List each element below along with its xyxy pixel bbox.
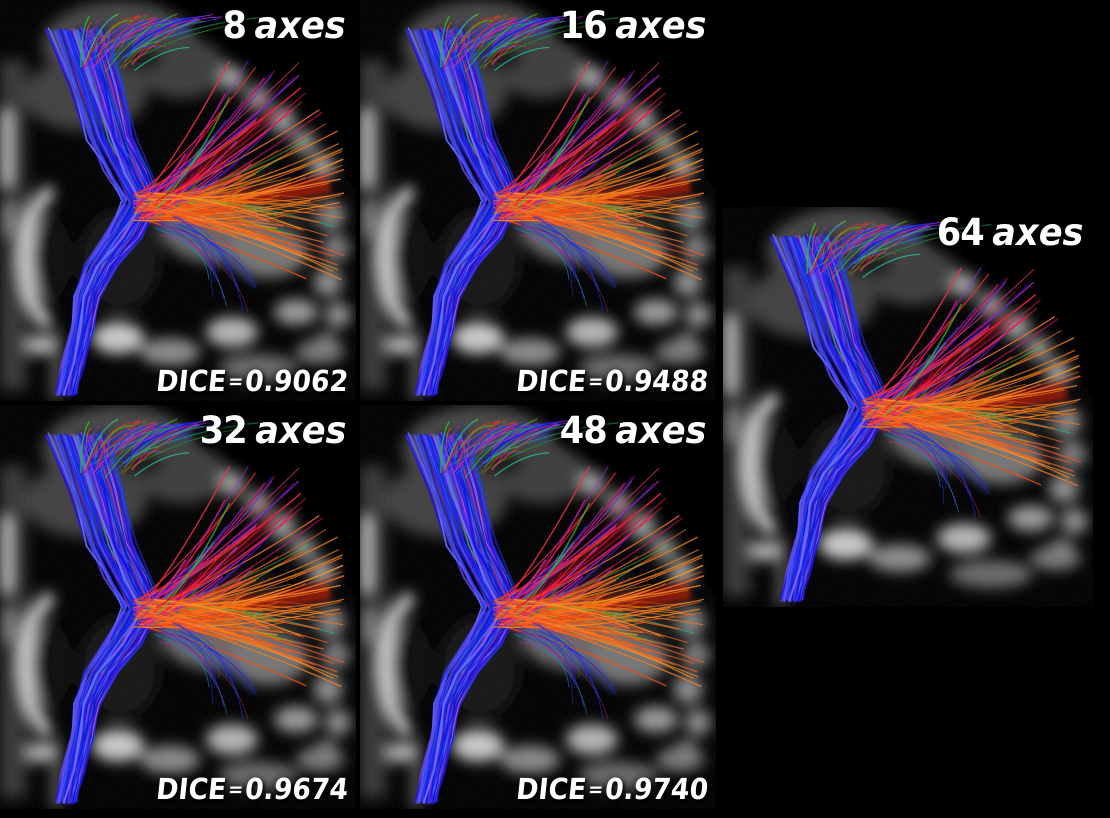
panel-16-axes: 16 axes DICE=0.9488: [360, 0, 716, 401]
axes-number: 48: [559, 409, 607, 452]
dice-word: DICE: [154, 364, 228, 398]
dice-score-label: DICE=0.9488: [514, 364, 709, 398]
tractography-image-8-axes: [0, 0, 356, 401]
dice-score-label: DICE=0.9674: [154, 772, 349, 806]
panel-64-axes: 64 axes: [723, 207, 1093, 607]
dice-word: DICE: [154, 772, 228, 806]
dice-value: 0.9674: [243, 772, 350, 806]
axes-unit: axes: [254, 4, 346, 47]
axes-count-label: 48 axes: [559, 409, 706, 453]
axes-unit: axes: [991, 211, 1083, 254]
panel-8-axes: 8 axes DICE=0.9062: [0, 0, 356, 401]
panel-48-axes: 48 axes DICE=0.9740: [360, 405, 716, 809]
axes-count-label: 8 axes: [222, 4, 346, 48]
axes-number: 8: [222, 4, 247, 47]
equals-sign: =: [226, 778, 245, 802]
tractography-image-32-axes: [0, 405, 356, 809]
axes-number: 16: [559, 4, 607, 47]
axes-unit: axes: [254, 409, 346, 452]
dice-word: DICE: [514, 772, 588, 806]
axes-unit: axes: [614, 409, 706, 452]
tractography-image-64-axes: [723, 207, 1093, 607]
equals-sign: =: [586, 370, 605, 394]
dice-score-label: DICE=0.9062: [154, 364, 349, 398]
tractography-image-16-axes: [360, 0, 716, 401]
axes-count-label: 32 axes: [199, 409, 346, 453]
equals-sign: =: [586, 778, 605, 802]
panel-32-axes: 32 axes DICE=0.9674: [0, 405, 356, 809]
tractography-image-48-axes: [360, 405, 716, 809]
dice-value: 0.9740: [603, 772, 710, 806]
axes-unit: axes: [614, 4, 706, 47]
axes-count-label: 64 axes: [936, 211, 1083, 255]
dice-value: 0.9062: [243, 364, 350, 398]
axes-number: 64: [936, 211, 984, 254]
dice-value: 0.9488: [603, 364, 710, 398]
axes-number: 32: [199, 409, 247, 452]
dice-score-label: DICE=0.9740: [514, 772, 709, 806]
axes-count-label: 16 axes: [559, 4, 706, 48]
equals-sign: =: [226, 370, 245, 394]
dice-word: DICE: [514, 364, 588, 398]
